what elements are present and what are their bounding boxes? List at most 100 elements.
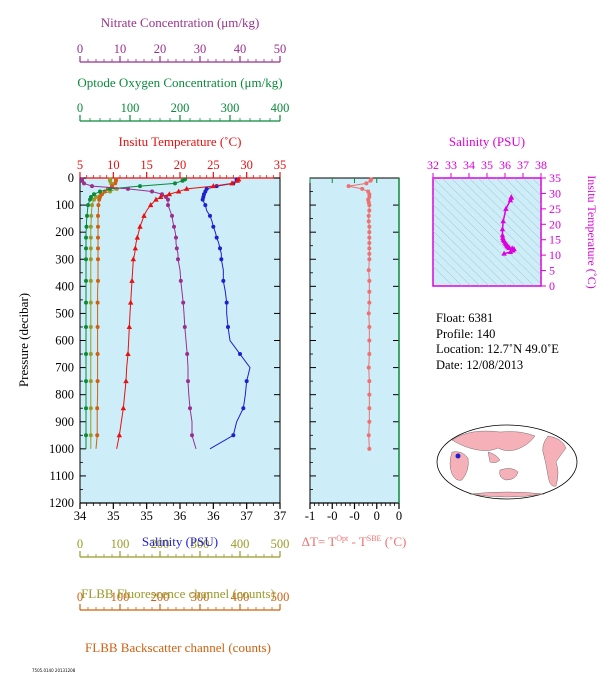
nitrate-point (178, 278, 183, 283)
oxygen-point (84, 324, 88, 329)
oxygen-tick-label: 0 (77, 101, 83, 115)
backscatter-point (113, 181, 118, 186)
density-contour (450, 178, 541, 267)
oxygen-axis: 0 100 200 300 400 (77, 101, 289, 122)
salinity-point (218, 246, 222, 251)
delta-t-point (367, 324, 372, 329)
oxygen-point (84, 224, 89, 229)
delta-t-plot-area (309, 177, 400, 504)
main-plot-area (79, 177, 281, 504)
delta-t-point (368, 178, 373, 183)
pressure-tick-label: 900 (55, 415, 74, 429)
fluorescence-point (88, 257, 93, 262)
salinity-tick-label: 37 (274, 509, 287, 523)
delta-t-point (367, 235, 372, 240)
ts-point (500, 218, 506, 224)
pressure-tick-label: 800 (55, 388, 74, 402)
nitrate-tick-label: 20 (154, 42, 167, 56)
temperature-point (137, 223, 143, 229)
ts-salinity-tick-label: 37 (517, 158, 529, 172)
backscatter-point (96, 278, 100, 283)
delta-t-point (364, 181, 369, 186)
oxygen-tick-label: 100 (121, 101, 140, 115)
ts-salinity-tick-label: 32 (427, 158, 439, 172)
map-land-asia-se (487, 451, 501, 463)
delta-t-point (367, 406, 372, 411)
oxygen-tick-label: 300 (221, 101, 240, 115)
delta-t-tick-label: 0 (374, 509, 380, 523)
temperature-tick-label: 20 (174, 158, 187, 172)
fluorescence-tick-label: 100 (111, 537, 130, 551)
delta-t-point (366, 365, 371, 370)
fluorescence-point (88, 379, 93, 384)
oxygen-point (92, 192, 96, 197)
delta-t-axis-title: ΔT= TOpt - TSBE (˚C) (302, 534, 407, 549)
ts-point (499, 226, 506, 232)
nitrate-point (181, 300, 186, 305)
nitrate-point (182, 324, 187, 329)
density-contour (477, 178, 541, 241)
temperature-axis: 5 10 15 20 25 30 35 (77, 158, 286, 179)
fluorescence-point (92, 197, 96, 202)
temperature-point (175, 188, 182, 194)
oxygen-point (98, 189, 102, 194)
density-contour (513, 178, 541, 205)
profile-series (80, 176, 251, 450)
density-contour (486, 178, 541, 232)
delta-t-tick-label: -1 (305, 509, 315, 523)
delta-t-axis: -1 -0 -0 0 0 (305, 178, 402, 523)
delta-t-point (346, 184, 351, 189)
density-contour (433, 204, 517, 286)
nitrate-point (176, 257, 180, 262)
delta-t-point (367, 289, 372, 294)
fluorescence-tick-label: 200 (151, 537, 170, 551)
oxygen-point (85, 213, 89, 218)
backscatter-point (96, 213, 100, 218)
ts-density-contours (433, 178, 541, 286)
delta-t-tick-label: 0 (396, 509, 402, 523)
nitrate-point (188, 406, 192, 411)
backscatter-point (96, 246, 100, 251)
nitrate-point (126, 186, 130, 191)
fluorescence-axis-title: FLBB Fluorescence channel (counts) (81, 586, 275, 601)
density-contour (433, 230, 490, 286)
backscatter-tick-label: 300 (191, 590, 210, 604)
backscatter-point (95, 433, 100, 438)
nitrate-tick-label: 50 (274, 42, 287, 56)
fluorescence-point (90, 203, 94, 208)
salinity-point (221, 278, 226, 283)
temperature-tick-label: 5 (77, 158, 83, 172)
ts-salinity-tick-label: 34 (463, 158, 475, 172)
ts-salinity-tick-label: 33 (445, 158, 457, 172)
nitrate-point (172, 224, 176, 229)
backscatter-tick-label: 400 (231, 590, 250, 604)
pressure-axis: 0 100 200 300 400 500 600 700 800 900 1000 1100 1200 (49, 171, 399, 510)
ts-salinity-tick-label: 36 (499, 158, 511, 172)
backscatter-point (97, 197, 102, 202)
ts-salinity-tick-label: 35 (481, 158, 493, 172)
delta-t-point (367, 278, 372, 283)
ts-points (499, 194, 517, 256)
pressure-tick-label: 500 (55, 306, 74, 320)
nitrate-point (150, 189, 154, 194)
density-contour (433, 195, 526, 286)
map-land-australia (499, 468, 519, 481)
density-contour (433, 248, 472, 286)
backscatter-point (95, 300, 100, 305)
fluorescence-point (88, 224, 93, 229)
density-contour (433, 221, 499, 286)
density-contour (433, 257, 463, 286)
ts-temperature-tick-label: 35 (549, 171, 561, 185)
density-contour (433, 186, 535, 286)
oxygen-point (84, 352, 88, 357)
oxygen-point (84, 300, 88, 305)
fluorescence-tick-label: 0 (77, 537, 83, 551)
fluorescence-point (88, 352, 93, 357)
temperature-tick-label: 25 (207, 158, 220, 172)
pressure-tick-label: 700 (55, 361, 74, 375)
delta-t-tick-label: -0 (327, 509, 337, 523)
ts-temperature-tick-label: 15 (549, 233, 561, 247)
backscatter-axis-title: FLBB Backscatter channel (counts) (85, 640, 271, 655)
backscatter-point (96, 203, 101, 208)
